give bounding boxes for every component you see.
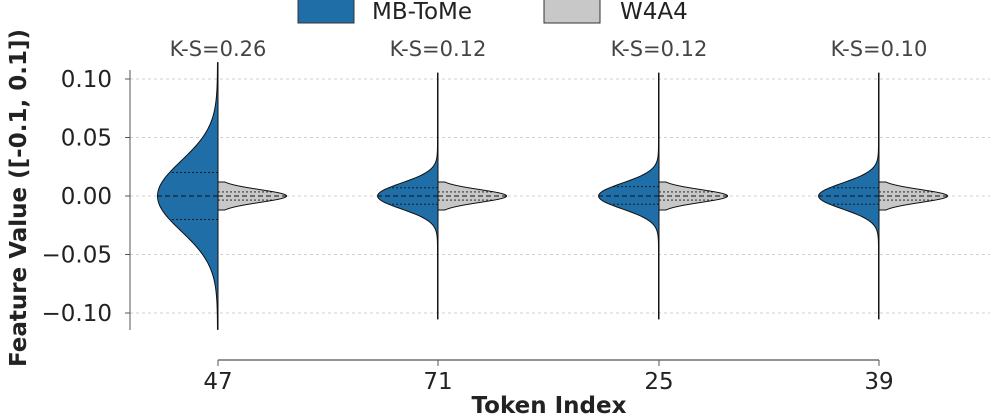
violin-body <box>377 72 439 320</box>
violin-body <box>818 72 880 320</box>
y-tick-label: 0.10 <box>61 67 112 93</box>
x-tick-label: 71 <box>423 369 452 395</box>
ks-stat-label: K-S=0.12 <box>611 37 708 61</box>
half-violin-left <box>818 72 880 320</box>
axes <box>129 70 879 361</box>
violin-body <box>598 72 660 320</box>
y-tick-label: 0.05 <box>61 126 112 152</box>
legend-swatch-w4a4 <box>543 0 601 24</box>
y-tick-label: −0.05 <box>42 243 112 269</box>
x-axis-title: Token Index <box>472 393 627 417</box>
half-violin-right <box>878 181 949 211</box>
x-tick-label: 39 <box>864 369 893 395</box>
x-tick-label: 47 <box>203 369 232 395</box>
violin-body <box>157 62 219 330</box>
legend-label-mb-tome: MB-ToMe <box>372 0 472 25</box>
legend: MB-ToMe W4A4 <box>297 0 688 25</box>
x-tick-label: 25 <box>644 369 673 395</box>
half-violin-right <box>217 181 288 211</box>
y-tick-label: −0.10 <box>42 301 112 327</box>
half-violin-right <box>658 181 729 211</box>
half-violin-left <box>377 72 439 320</box>
ks-stat-label: K-S=0.10 <box>831 37 928 61</box>
ks-stat-label: K-S=0.12 <box>390 37 487 61</box>
violins <box>157 62 949 330</box>
y-tick-label: 0.00 <box>61 184 112 210</box>
ks-stat-label: K-S=0.26 <box>170 37 267 61</box>
half-violin-left <box>157 62 219 330</box>
legend-swatch-mb-tome <box>297 0 355 24</box>
y-axis-title: Feature Value ([-0.1, 0.1]) <box>6 29 32 367</box>
half-violin-right <box>437 181 508 211</box>
legend-label-w4a4: W4A4 <box>620 0 688 25</box>
half-violin-left <box>598 72 660 320</box>
